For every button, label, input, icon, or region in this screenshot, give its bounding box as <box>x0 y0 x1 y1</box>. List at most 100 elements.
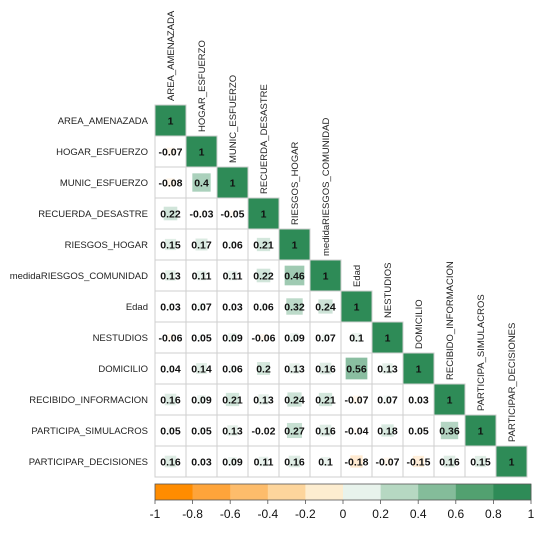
cell-square-11-2 <box>228 457 237 466</box>
cell-value-5-4: 0.46 <box>284 271 305 283</box>
cell-square-10-10 <box>465 415 496 446</box>
cell-square-9-8 <box>415 396 422 403</box>
cell-square-2-0 <box>166 178 175 187</box>
row-label: MUNIC_ESFUERZO <box>60 178 148 189</box>
cell-value-8-8: 1 <box>416 364 422 376</box>
cell-value-6-6: 1 <box>354 302 360 314</box>
cell-square-8-1 <box>196 363 207 374</box>
cell-square-6-3 <box>259 302 268 311</box>
cell-value-7-4: 0.09 <box>284 333 305 345</box>
cell-square-9-5 <box>318 392 333 407</box>
cell-bg-6-0 <box>154 290 187 323</box>
cell-square-10-5 <box>319 424 332 437</box>
cell-value-10-10: 1 <box>478 426 484 438</box>
cell-square-9-7 <box>383 395 392 404</box>
cell-value-8-0: 0.04 <box>160 364 181 376</box>
cell-square-8-5 <box>319 362 332 375</box>
cell-value-10-5: 0.16 <box>315 426 336 438</box>
colorbar-tick-label: 0.4 <box>410 507 427 521</box>
cell-value-7-6: 0.1 <box>349 333 364 345</box>
cell-square-4-4 <box>279 229 310 260</box>
colorbar-tick-label: -1 <box>150 507 161 521</box>
cell-square-5-3 <box>256 268 271 283</box>
column-label: Edad <box>352 265 363 287</box>
cell-square-9-1 <box>197 395 206 404</box>
cell-bg-11-10 <box>464 445 497 478</box>
cell-square-10-8 <box>415 427 422 434</box>
cell-square-10-0 <box>167 427 174 434</box>
cell-value-11-3: 0.11 <box>254 457 274 469</box>
cell-value-10-3: -0.02 <box>252 426 276 438</box>
cell-square-5-1 <box>196 270 207 281</box>
cell-value-7-0: -0.06 <box>159 333 183 345</box>
cell-value-8-1: 0.14 <box>191 364 212 376</box>
row-label: HOGAR_ESFUERZO <box>56 147 148 158</box>
cell-value-10-0: 0.05 <box>160 426 181 438</box>
cell-grid: 1 -0.07 1 -0.08 0.4 1 0.22 -0.03 -0.05 1 0.15 0.17 0… <box>154 104 528 478</box>
cell-square-7-5 <box>321 333 330 342</box>
row-label: PARTICIPAR_DECISIONES <box>29 457 148 468</box>
cell-value-6-1: 0.07 <box>191 302 212 314</box>
cell-value-8-7: 0.13 <box>377 364 398 376</box>
column-label: medidaRIESGOS_COMUNIDAD <box>321 118 332 256</box>
colorbar-tick-label: -0.6 <box>220 507 241 521</box>
cell-square-5-2 <box>227 270 238 281</box>
colorbar-segment <box>267 484 306 500</box>
row-label: PARTICIPA_SIMULACROS <box>31 426 148 437</box>
colorbar-segment <box>418 484 457 500</box>
cell-square-6-5 <box>318 299 333 314</box>
colorbar-segment <box>192 484 231 500</box>
row-label: NESTUDIOS <box>93 333 148 344</box>
cell-value-8-2: 0.06 <box>222 364 243 376</box>
cell-square-4-0 <box>164 238 177 251</box>
cell-square-11-10 <box>474 455 487 468</box>
cell-square-9-0 <box>164 393 177 406</box>
colorbar-tick-label: -0.2 <box>295 507 316 521</box>
cell-value-9-5: 0.21 <box>315 395 336 407</box>
colorbar-tick-label: 1 <box>528 507 535 521</box>
cell-square-9-2 <box>225 392 240 407</box>
cell-square-7-7 <box>372 322 403 353</box>
cell-value-1-0: -0.07 <box>159 147 183 159</box>
cell-square-10-4 <box>286 422 303 439</box>
column-label: RECIBIDO_INFORMACION <box>445 261 456 380</box>
cell-value-4-3: 0.21 <box>253 240 274 252</box>
cell-square-2-2 <box>217 167 248 198</box>
row-label: DOMICILIO <box>98 364 148 375</box>
cell-value-2-2: 1 <box>230 178 236 190</box>
cell-value-11-6: -0.18 <box>345 457 369 469</box>
cell-square-10-9 <box>440 421 459 440</box>
cell-value-5-1: 0.11 <box>192 271 212 283</box>
column-label: PARTICIPAR_DECISIONES <box>507 323 518 442</box>
cell-square-11-11 <box>496 446 527 477</box>
cell-square-10-2 <box>227 425 238 436</box>
cell-square-8-6 <box>345 357 368 380</box>
cell-value-5-0: 0.13 <box>160 271 181 283</box>
row-label: RECUERDA_DESASTRE <box>38 209 148 220</box>
cell-value-10-6: -0.04 <box>345 426 369 438</box>
colorbar-segment <box>493 484 532 500</box>
colorbar-segment <box>155 484 193 500</box>
colorbar-segment <box>380 484 419 500</box>
row-label: medidaRIESGOS_COMUNIDAD <box>10 271 148 282</box>
cell-square-6-4 <box>286 298 303 315</box>
cell-square-5-4 <box>284 265 305 286</box>
cell-square-6-0 <box>167 303 174 310</box>
cell-square-7-6 <box>351 332 362 343</box>
cell-square-7-4 <box>290 333 299 342</box>
colorbar-tick-label: 0 <box>340 507 347 521</box>
cell-value-11-11: 1 <box>509 457 515 469</box>
cell-value-10-7: 0.18 <box>377 426 398 438</box>
cell-square-11-3 <box>258 456 269 467</box>
cell-square-3-3 <box>248 198 279 229</box>
cell-value-10-2: 0.13 <box>222 426 243 438</box>
cell-square-4-2 <box>228 240 237 249</box>
cell-square-6-1 <box>197 302 206 311</box>
cell-square-2-1 <box>192 173 211 192</box>
cell-square-9-9 <box>434 384 465 415</box>
cell-value-9-9: 1 <box>447 395 453 407</box>
colorbar-tick-label: 0.2 <box>372 507 389 521</box>
row-label: Edad <box>126 302 148 313</box>
cell-value-3-0: 0.22 <box>160 209 181 221</box>
cell-square-5-0 <box>165 270 176 281</box>
